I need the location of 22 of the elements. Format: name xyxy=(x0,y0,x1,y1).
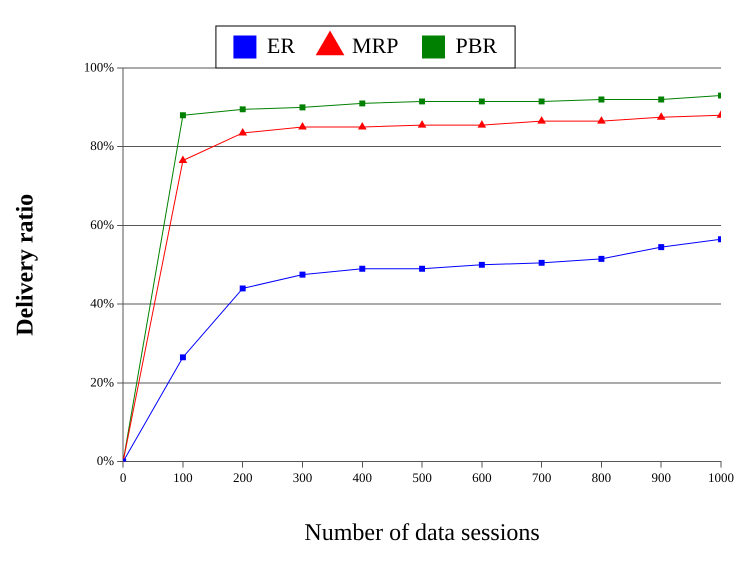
legend-label: MRP xyxy=(352,32,399,58)
x-tick-label: 100 xyxy=(173,470,193,485)
x-axis-title: Number of data sessions xyxy=(304,520,540,546)
y-tick-label: 20% xyxy=(90,374,114,390)
y-tick-label: 80% xyxy=(90,138,114,154)
y-tick-label: 100% xyxy=(84,59,114,74)
y-tick-label: 0% xyxy=(96,453,114,468)
legend-label: ER xyxy=(266,32,296,58)
x-tick-label: 200 xyxy=(232,470,252,485)
x-tick-label: 800 xyxy=(592,470,612,485)
y-tick-label: 40% xyxy=(90,296,114,311)
legend-label: PBR xyxy=(456,32,498,58)
x-tick-label: 1000 xyxy=(708,470,734,485)
x-tick-label: 500 xyxy=(412,470,432,485)
x-tick-label: 300 xyxy=(292,470,312,485)
y-tick-label: 60% xyxy=(90,216,114,232)
x-tick-label: 900 xyxy=(651,470,671,485)
x-tick-label: 700 xyxy=(532,470,552,485)
x-tick-label: 0 xyxy=(120,470,126,485)
x-tick-label: 400 xyxy=(352,470,372,485)
y-axis-title: Delivery ratio xyxy=(12,194,39,336)
x-tick-label: 600 xyxy=(472,470,492,485)
